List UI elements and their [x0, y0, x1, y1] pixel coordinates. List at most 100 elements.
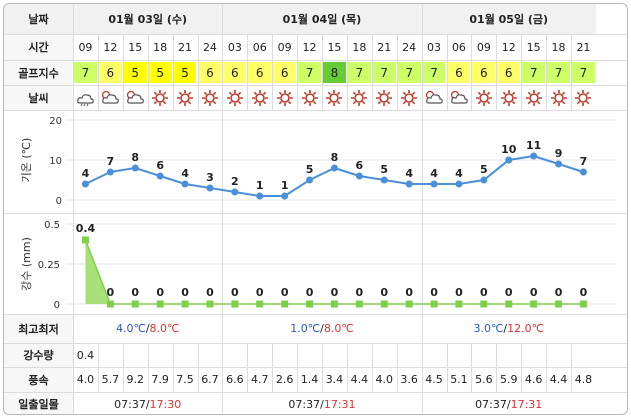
wind-cell: 4.5: [425, 373, 443, 386]
column-divider: [122, 367, 124, 392]
temp-data-label: 1: [256, 179, 264, 192]
temp-axis-label: 기온 (℃): [20, 138, 33, 183]
column-divider: [272, 343, 274, 367]
temp-point: [579, 168, 587, 176]
column-divider: [546, 343, 548, 367]
temp-data-label: 1: [281, 179, 289, 192]
column-divider: [521, 367, 523, 392]
rain-data-label: 0: [480, 286, 488, 299]
column-divider: [396, 34, 398, 60]
column-divider: [471, 85, 473, 110]
temp-data-label: 7: [107, 155, 115, 168]
sun-icon: [521, 85, 546, 110]
column-divider: [571, 367, 572, 392]
day-header: 01월 05일 (금): [421, 4, 596, 34]
wind-cell: 9.2: [126, 373, 144, 386]
rain-cloud-icon: [73, 85, 98, 110]
sunset-time: 17:31: [510, 397, 543, 411]
rain-point: [256, 300, 264, 308]
column-divider: [322, 343, 323, 367]
temp-point: [231, 188, 239, 196]
column-divider: [272, 85, 274, 110]
temp-point: [106, 168, 114, 176]
temp-data-label: 3: [206, 171, 214, 184]
column-divider: [272, 60, 274, 85]
minmax-cell: 1.0℃/8.0℃: [222, 314, 421, 343]
temp-data-label: 5: [380, 163, 388, 176]
separator: /: [320, 322, 324, 335]
column-divider: [297, 34, 299, 60]
separator: /: [506, 397, 511, 411]
column-divider: [247, 367, 249, 392]
rain-point: [330, 300, 338, 308]
column-divider: [297, 60, 299, 85]
column-divider: [147, 343, 149, 367]
column-divider: [346, 60, 348, 85]
temp-tick-label: 20: [49, 116, 62, 127]
temp-data-label: 9: [555, 147, 563, 160]
column-divider: [346, 367, 348, 392]
time-cell: 24: [402, 40, 417, 54]
wind-cell: 4.4: [549, 373, 568, 386]
temp-data-label: 5: [480, 163, 488, 176]
sunrise-time: 07:37: [288, 397, 321, 411]
rain-point: [106, 300, 114, 308]
column-divider: [546, 367, 548, 392]
golf-index-cell: 6: [248, 62, 272, 83]
wind-cell: 6.7: [201, 373, 219, 386]
temp-data-label: 10: [501, 143, 517, 156]
row-divider: [4, 110, 627, 111]
column-divider: [147, 34, 149, 60]
temp-point: [555, 160, 563, 168]
rain-tick-label: 0.25: [38, 260, 60, 271]
rain-data-label: 0: [430, 286, 438, 299]
rain-data-label: 0: [256, 286, 264, 299]
time-cell: 09: [476, 40, 491, 54]
minmax-row-label: 최고최저: [4, 314, 73, 343]
temp-data-label: 6: [156, 159, 164, 172]
time-cell: 06: [451, 40, 466, 54]
sun-icon: [272, 85, 297, 110]
minmax-cell: 4.0℃/8.0℃: [73, 314, 222, 343]
column-divider: [471, 34, 473, 60]
temp-point: [206, 184, 214, 192]
temp-data-label: 8: [131, 151, 139, 164]
column-divider: [496, 60, 498, 85]
rain-point: [355, 300, 363, 308]
sun-icon: [173, 85, 198, 110]
temp-point: [281, 192, 289, 200]
column-divider: [322, 34, 323, 60]
sunset-time: 17:31: [323, 397, 356, 411]
time-cell: 09: [78, 40, 93, 54]
rain-data-label: 0: [331, 286, 339, 299]
temp-data-label: 2: [231, 175, 239, 188]
temp-point: [480, 176, 488, 184]
temp-point: [530, 152, 538, 160]
sunrise-time: 07:37: [475, 397, 507, 411]
wind-cell: 4.4: [350, 373, 369, 386]
partly-cloudy-icon: [123, 85, 148, 110]
rain-point: [231, 300, 239, 308]
sun-icon: [571, 85, 596, 110]
sun-icon: [347, 85, 372, 110]
wind-cell: 5.9: [499, 373, 518, 386]
rain-data-label: 0: [131, 286, 139, 299]
rain-point: [281, 300, 289, 308]
weather-forecast-table: 날짜 01월 03일 (수) 01월 04일 (목) 01월 05일 (금) 시간 골프지…: [3, 3, 628, 415]
column-divider: [172, 343, 174, 367]
temp-point: [505, 156, 513, 164]
sun-icon: [496, 85, 521, 110]
column-divider: [396, 367, 398, 392]
sun-icon: [372, 85, 397, 110]
column-divider: [471, 60, 473, 85]
time-cell: 18: [153, 40, 168, 54]
column-divider: [122, 34, 124, 60]
golf-index-cell: 7: [422, 62, 446, 83]
column-divider: [97, 85, 99, 110]
partly-cloudy-icon: [447, 85, 472, 110]
wind-cell: 4.6: [524, 373, 543, 386]
time-cell: 15: [128, 40, 143, 54]
time-cell: 12: [302, 40, 317, 54]
wind-cell: 5.7: [101, 373, 120, 386]
min-temp: 3.0℃: [473, 322, 504, 335]
